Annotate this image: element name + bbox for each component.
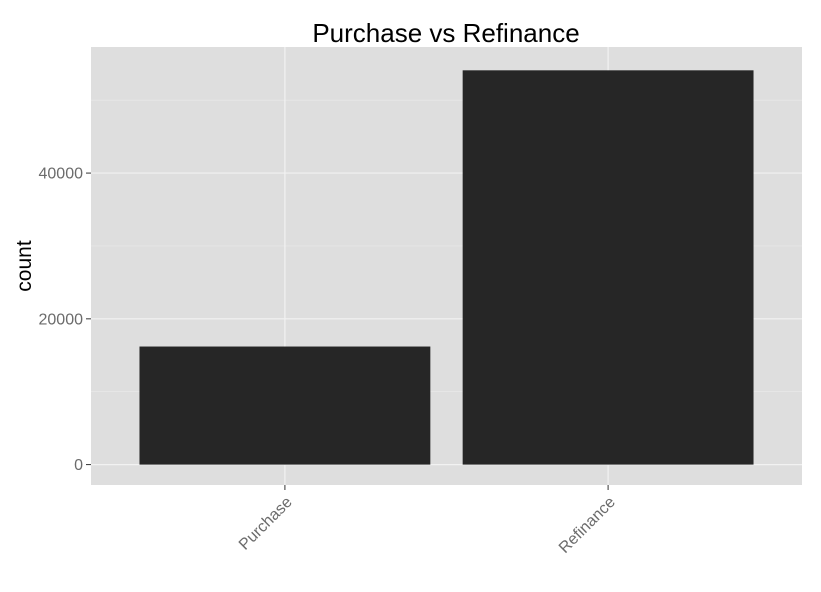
x-tick-label: Refinance <box>556 494 619 557</box>
y-axis: 0 20000 40000 <box>39 166 91 474</box>
bar-refinance <box>462 70 754 465</box>
x-axis: Purchase Refinance <box>236 485 619 557</box>
chart-title: Purchase vs Refinance <box>312 18 579 48</box>
y-tick-label: 0 <box>74 457 83 474</box>
x-tick-label: Purchase <box>236 494 296 554</box>
y-tick-label: 40000 <box>39 166 84 183</box>
bars <box>139 70 754 465</box>
y-tick-label: 20000 <box>39 311 84 328</box>
y-axis-label: count <box>13 240 36 292</box>
bar-purchase <box>139 346 431 465</box>
